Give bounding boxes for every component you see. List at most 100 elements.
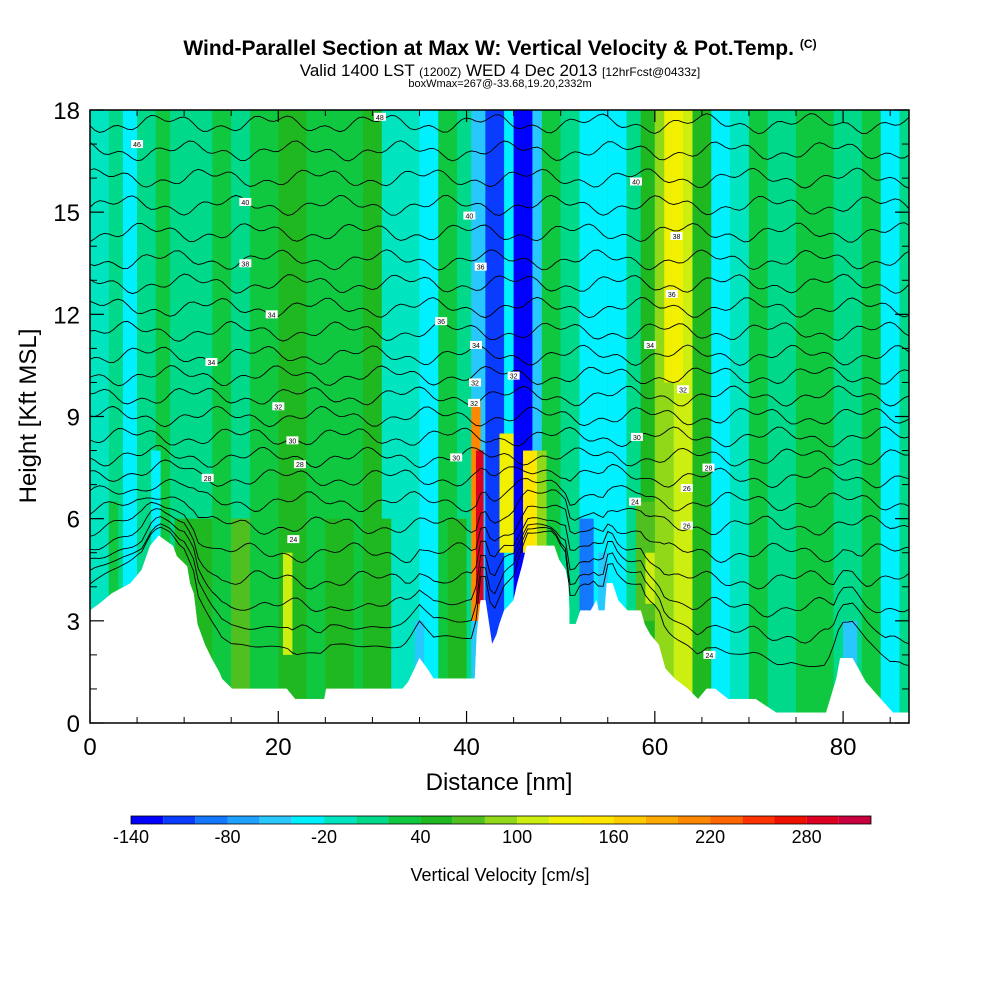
isentrope-label-text: 36 xyxy=(668,292,676,299)
isentrope-label-text: 34 xyxy=(208,360,216,367)
isentrope-label-text: 28 xyxy=(705,466,713,473)
isentrope-label-text: 40 xyxy=(241,200,249,207)
isentrope-label-text: 32 xyxy=(470,401,478,408)
isentrope-labels: 48 46 40 40 40 38 38 36 36 34 36 34 34 34 32 32 32 32 32 30… xyxy=(131,112,716,660)
isentrope-label-text: 34 xyxy=(472,343,480,350)
colorbar-swatch xyxy=(291,816,325,824)
isentrope-line xyxy=(90,320,909,342)
isentrope-label: 36 xyxy=(665,289,678,299)
isentrope-label: 32 xyxy=(469,378,482,387)
isentrope-line xyxy=(90,194,909,216)
isentrope-line xyxy=(90,445,909,469)
velocity-column xyxy=(861,110,881,723)
isentrope-label-bg xyxy=(131,140,144,149)
velocity-cell xyxy=(372,518,392,723)
isentrope-label-bg xyxy=(286,436,299,445)
velocity-column xyxy=(730,110,749,723)
isentrope-label-text: 36 xyxy=(437,319,445,326)
isentrope-label-bg xyxy=(629,497,642,506)
velocity-cell xyxy=(414,620,425,689)
valid-zulu: (1200Z) xyxy=(419,65,462,79)
isentrope-label-text: 36 xyxy=(477,265,485,272)
isentrope-label: 38 xyxy=(670,232,683,241)
colorbar-swatch xyxy=(581,816,614,824)
y-tick-label: 3 xyxy=(67,609,80,636)
isentrope-label-text: 26 xyxy=(683,486,691,493)
colorbar-swatch xyxy=(259,816,292,824)
isentrope-line xyxy=(90,501,909,564)
isentrope-label-text: 38 xyxy=(241,261,249,268)
velocity-column xyxy=(692,110,712,723)
isentrope-label: 30 xyxy=(286,436,299,445)
isentrope-line xyxy=(90,113,909,135)
x-tick-label: 80 xyxy=(830,734,857,761)
isentrope-line xyxy=(90,489,909,536)
isentrope-label: 24 xyxy=(287,535,300,544)
isentrope-label-bg xyxy=(630,432,643,441)
isentrope-label-text: 34 xyxy=(268,312,276,319)
isentrope-label-text: 32 xyxy=(274,404,282,411)
isentrope-label: 48 xyxy=(373,112,386,122)
chart-title: Wind-Parallel Section at Max W: Vertical… xyxy=(0,37,1000,61)
isentrope-label-text: 28 xyxy=(204,476,212,483)
isentrope-label: 24 xyxy=(629,497,642,507)
isentrope-line xyxy=(90,222,909,243)
x-tick-label: 20 xyxy=(265,734,292,761)
isentrope-line xyxy=(90,526,909,668)
colorbar-swatch xyxy=(195,816,228,824)
colorbar-swatch xyxy=(806,816,839,824)
velocity-cell xyxy=(664,110,684,383)
colorbar-swatch xyxy=(131,816,164,824)
isentrope-label-text: 38 xyxy=(673,234,681,241)
y-tick-label: 0 xyxy=(67,711,80,738)
isentrope-label-text: 30 xyxy=(633,435,641,442)
isentrope-line xyxy=(90,140,909,162)
colorbar-swatch xyxy=(356,816,389,824)
isentrope-label-bg xyxy=(293,460,306,469)
chart-title-text: Wind-Parallel Section at Max W: Vertical… xyxy=(183,37,794,60)
isentrope-label-bg xyxy=(239,259,252,268)
isentrope-line xyxy=(90,516,909,618)
isentrope-line xyxy=(90,273,909,295)
isentrope-label: 34 xyxy=(265,310,278,319)
colorbar-swatch xyxy=(452,816,485,824)
velocity-cell xyxy=(523,450,538,553)
colorbar-swatch xyxy=(677,816,711,824)
colorbar-tick-label: -140 xyxy=(113,827,149,847)
colorbar-tick-label: 220 xyxy=(695,827,725,847)
isentrope-label: 34 xyxy=(469,340,482,350)
isentrope-label-bg xyxy=(435,317,448,326)
velocity-cell xyxy=(579,518,594,621)
y-tick-label: 9 xyxy=(67,405,80,432)
valid-date: WED 4 Dec 2013 xyxy=(465,61,598,80)
x-tick-label: 40 xyxy=(453,734,480,761)
forecast-info: [12hrFcst@0433z] xyxy=(602,65,701,79)
x-tick-label: 60 xyxy=(641,734,668,761)
isentrope-label-text: 24 xyxy=(706,653,714,660)
isentrope-label-bg xyxy=(703,650,716,659)
y-tick-label: 6 xyxy=(67,507,80,534)
isentrope-line xyxy=(90,508,909,590)
box-info: boxWmax=267@-33.68,19.20,2332m xyxy=(408,78,592,90)
isentrope-label-text: 30 xyxy=(288,438,296,445)
isentrope-label-bg xyxy=(469,340,482,349)
isentrope-label-bg xyxy=(201,473,214,482)
isentrope-label-bg xyxy=(468,398,481,407)
isentrope-label-text: 32 xyxy=(510,374,518,381)
isentrope-label: 40 xyxy=(239,197,252,207)
colorbar-tick-label: -20 xyxy=(311,827,337,847)
y-tick-label: 18 xyxy=(53,98,80,125)
colorbar-swatch xyxy=(484,816,518,824)
isentrope-label: 28 xyxy=(201,473,214,483)
colorbar-frame xyxy=(130,815,872,825)
y-axis-label: Height [Kft MSL] xyxy=(15,329,42,504)
isentrope-label: 32 xyxy=(468,398,481,408)
colorbar-swatch xyxy=(549,816,582,824)
isentrope-label-bg xyxy=(677,385,690,394)
isentrope-label-text: 26 xyxy=(683,523,691,530)
isentrope-label-bg xyxy=(265,310,278,319)
isentrope-line xyxy=(90,478,909,513)
isentrope-label-bg xyxy=(272,402,285,411)
